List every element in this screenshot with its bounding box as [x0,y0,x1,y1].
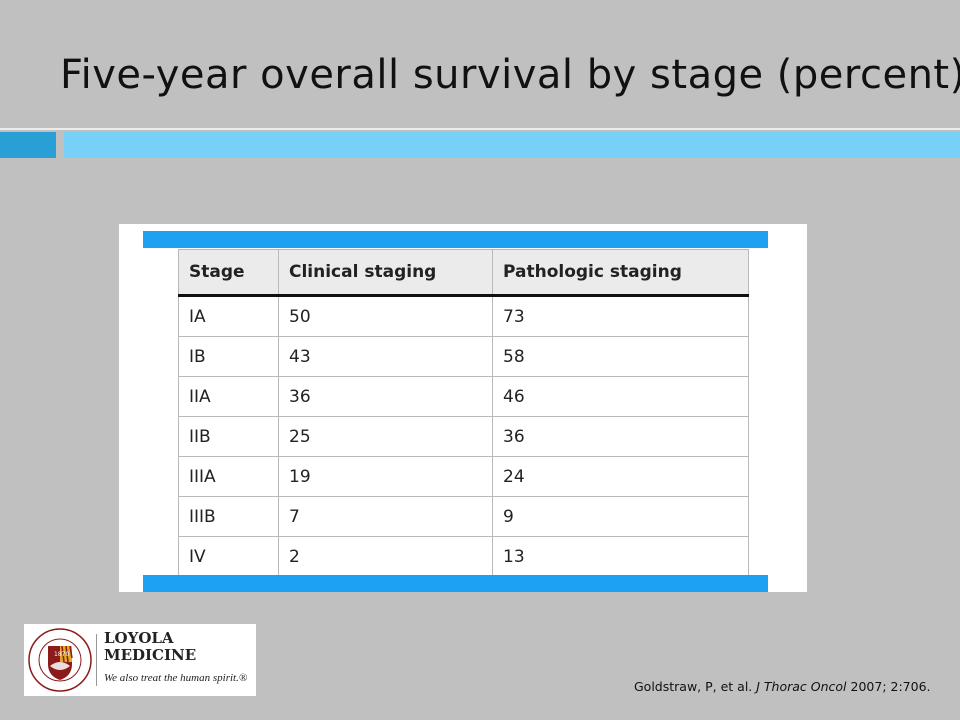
accent-block [0,132,56,158]
clinical-cell: 43 [278,336,493,377]
table-bottom-strip [143,575,768,592]
table-row: IB 43 58 [178,336,749,377]
clinical-cell: 36 [278,376,493,417]
clinical-cell: 19 [278,456,493,497]
clinical-cell: 2 [278,536,493,577]
citation-authors: Goldstraw, P, et al. [634,679,757,694]
pathologic-cell: 73 [492,295,749,337]
stage-cell: IIIB [178,496,279,537]
slide-title: Five-year overall survival by stage (per… [60,52,960,98]
survival-table-card: Stage Clinical staging Pathologic stagin… [119,224,807,592]
header-stage: Stage [178,249,279,297]
clinical-cell: 7 [278,496,493,537]
stage-cell: IA [178,295,279,337]
table-header-row: Stage Clinical staging Pathologic stagin… [178,249,749,297]
pathologic-cell: 46 [492,376,749,417]
table-row: IIIB 7 9 [178,496,749,537]
pathologic-cell: 13 [492,536,749,577]
stage-cell: IIA [178,376,279,417]
survival-table: Stage Clinical staging Pathologic stagin… [178,249,749,577]
stage-cell: IIB [178,416,279,457]
citation-journal: J Thorac Oncol [756,679,847,694]
table-top-strip [143,231,768,248]
stage-cell: IIIA [178,456,279,497]
logo-tagline: We also treat the human spirit.® [104,672,248,684]
accent-bar [64,132,960,158]
header-pathologic-staging: Pathologic staging [492,249,749,297]
loyola-seal-icon: 1870 [28,628,92,692]
header-clinical-staging: Clinical staging [278,249,493,297]
table-row: IV 2 13 [178,536,749,577]
pathologic-cell: 58 [492,336,749,377]
stage-cell: IB [178,336,279,377]
table-row: IA 50 73 [178,295,749,337]
clinical-cell: 25 [278,416,493,457]
clinical-cell: 50 [278,295,493,337]
accent-divider-line [0,128,960,130]
citation-details: 2007; 2:706. [846,679,931,694]
table-row: IIA 36 46 [178,376,749,417]
table-row: IIIA 19 24 [178,456,749,497]
logo-divider [96,634,97,686]
pathologic-cell: 24 [492,456,749,497]
pathologic-cell: 36 [492,416,749,457]
table-row: IIB 25 36 [178,416,749,457]
loyola-medicine-logo: 1870 LOYOLA MEDICINE We also treat the h… [24,624,256,696]
svg-text:1870: 1870 [54,651,69,658]
stage-cell: IV [178,536,279,577]
pathologic-cell: 9 [492,496,749,537]
citation: Goldstraw, P, et al. J Thorac Oncol 2007… [634,679,931,694]
logo-wordmark: LOYOLA MEDICINE [104,629,197,664]
